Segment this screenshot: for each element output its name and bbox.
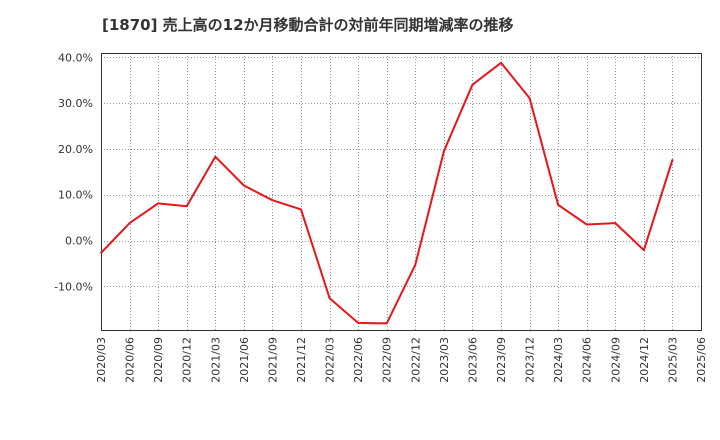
- x-tick-label: 2020/09: [152, 337, 165, 383]
- y-tick-labels: 40.0% 30.0% 20.0% 10.0% 0.0% -10.0%: [54, 51, 93, 293]
- x-tick-label: 2020/06: [124, 337, 137, 383]
- data-point: [100, 252, 102, 254]
- data-point: [528, 97, 531, 99]
- data-point: [185, 205, 188, 208]
- chart-title: [1870] 売上高の12か月移動合計の対前年同期増減率の推移: [102, 16, 514, 34]
- data-point: [643, 249, 645, 252]
- x-tick-label: 2024/06: [581, 337, 594, 383]
- x-tick-label: 2024/09: [609, 337, 622, 383]
- data-point: [585, 223, 588, 226]
- y-tick-label: 30.0%: [58, 97, 93, 110]
- x-tick-label: 2021/03: [209, 337, 222, 383]
- data-point: [243, 184, 245, 187]
- x-tick-label: 2021/09: [266, 337, 279, 383]
- x-tick-labels: 2020/03 2020/06 2020/09 2020/12 2021/03 2021/…: [95, 337, 708, 383]
- y-tick-label: -10.0%: [54, 280, 93, 293]
- data-point: [157, 202, 160, 205]
- data-point: [300, 208, 302, 211]
- data-point: [357, 322, 359, 324]
- series: [100, 61, 674, 325]
- data-point: [271, 199, 274, 202]
- y-tick-label: 0.0%: [65, 235, 93, 248]
- x-tick-label: 2024/12: [638, 337, 651, 383]
- data-point: [328, 297, 331, 300]
- data-point: [471, 83, 474, 86]
- data-point: [557, 203, 559, 206]
- x-tick-label: 2021/12: [295, 337, 308, 383]
- data-point: [214, 155, 217, 158]
- data-point: [443, 150, 445, 153]
- y-tick-label: 40.0%: [58, 51, 93, 64]
- y-tick-label: 10.0%: [58, 189, 93, 202]
- x-tick-label: 2025/03: [666, 337, 679, 383]
- x-tick-label: 2021/06: [238, 337, 251, 383]
- x-tick-label: 2022/12: [409, 337, 422, 383]
- x-tick-label: 2023/03: [438, 337, 451, 383]
- x-tick-label: 2020/03: [95, 337, 108, 383]
- series-line: [100, 61, 674, 325]
- grid: [101, 53, 702, 331]
- axes: [101, 53, 702, 331]
- data-point: [614, 222, 617, 225]
- x-tick-label: 2024/03: [552, 337, 565, 383]
- plot-frame: [101, 53, 702, 331]
- data-point: [128, 222, 131, 225]
- data-point: [500, 61, 502, 64]
- x-tick-label: 2022/06: [352, 337, 365, 383]
- x-tick-label: 2025/06: [695, 337, 708, 383]
- y-tick-label: 20.0%: [58, 143, 93, 156]
- x-tick-label: 2023/09: [495, 337, 508, 383]
- x-tick-label: 2022/09: [381, 337, 394, 383]
- x-tick-label: 2023/06: [466, 337, 479, 383]
- data-point: [671, 159, 674, 161]
- x-tick-label: 2023/12: [524, 337, 537, 383]
- x-tick-label: 2022/03: [324, 337, 337, 383]
- data-point: [385, 322, 388, 325]
- x-tick-label: 2020/12: [181, 337, 194, 383]
- data-point: [414, 263, 417, 266]
